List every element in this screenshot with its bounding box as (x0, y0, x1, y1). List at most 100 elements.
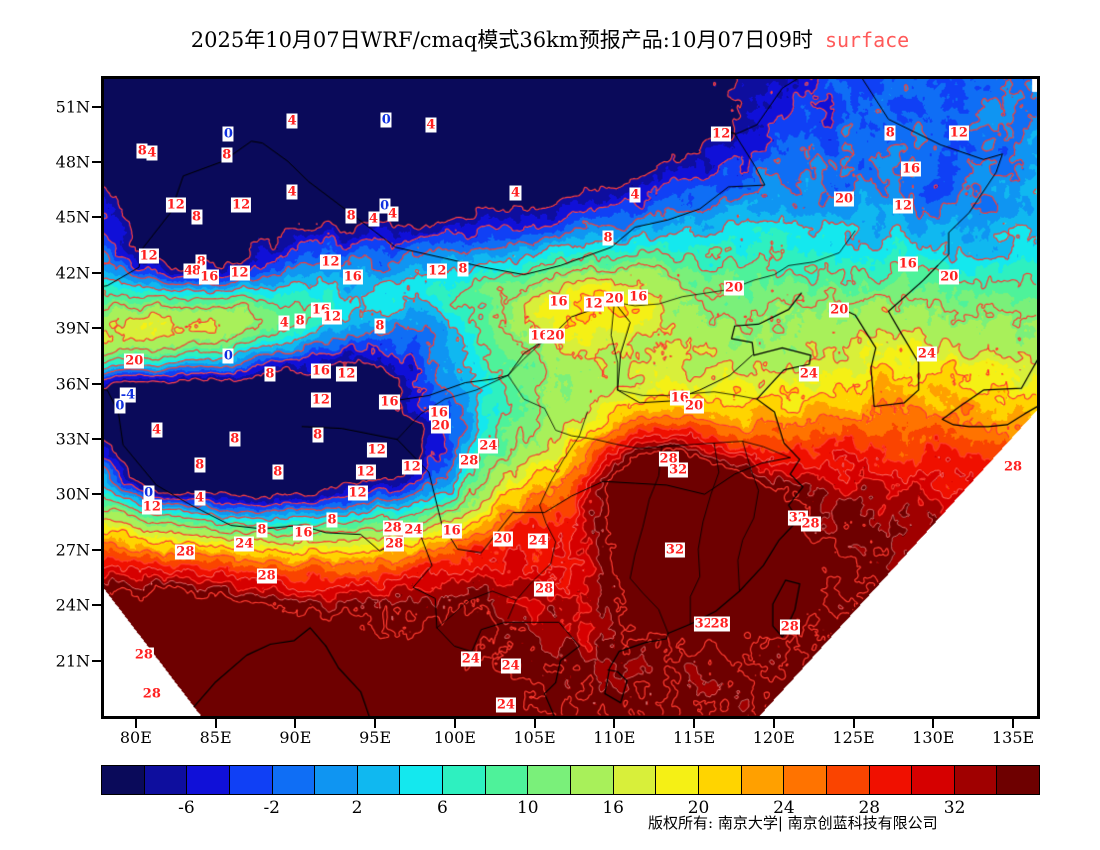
colorbar-tick-label: 32 (943, 798, 966, 818)
contour-label: 20 (939, 269, 960, 285)
contour-label: 16 (428, 405, 449, 421)
x-axis-tick (294, 719, 297, 728)
y-axis-tick-label: 42N (55, 263, 90, 283)
colorbar-segment-10 (528, 766, 572, 794)
colorbar-tick-label: 10 (516, 798, 539, 818)
title-main-text: 2025年10月07日WRF/cmaq模式36km预报产品:10月07日09时 (190, 28, 813, 52)
contour-label: 0 (379, 198, 391, 214)
contour-label: 4 (194, 490, 206, 506)
contour-label: 12 (366, 442, 387, 458)
contour-label: 16 (293, 525, 314, 541)
colorbar-segment-7 (400, 766, 444, 794)
colorbar-tick-label: -6 (178, 798, 195, 818)
contour-label: 20 (430, 418, 451, 434)
x-axis-tick-label: 115E (672, 728, 716, 747)
x-axis-tick-label: 110E (593, 728, 636, 747)
colorbar-segment-13 (656, 766, 699, 794)
x-axis-tick (214, 719, 217, 728)
colorbar-segment-5 (315, 766, 358, 794)
colorbar-tick-label: 24 (773, 798, 795, 818)
contour-label: 16 (900, 161, 922, 177)
y-axis-tick (92, 548, 101, 551)
y-axis-tick (92, 327, 101, 330)
contour-label: 8 (272, 464, 284, 480)
contour-label: 24 (798, 366, 819, 382)
y-axis-tick-label: 45N (55, 207, 90, 227)
contour-label: 0 (143, 485, 155, 501)
contour-label: 28 (175, 544, 196, 560)
y-axis-tick-label: 39N (55, 318, 90, 338)
contour-label: 20 (829, 302, 850, 318)
colorbar-segment-18 (869, 766, 913, 794)
contour-label: 4 (286, 113, 298, 129)
contour-label: 12 (231, 197, 252, 213)
contour-label: 4 (182, 263, 195, 279)
x-axis-tick (374, 719, 377, 728)
contour-label: 12 (948, 125, 969, 141)
colorbar-segment-14 (698, 766, 742, 794)
colorbar-segment-3 (229, 766, 273, 794)
contour-label: 28 (709, 616, 730, 632)
y-axis-tick-label: 24N (55, 595, 90, 615)
colorbar-segment-1 (144, 766, 188, 794)
contour-label: 16 (342, 269, 363, 285)
contour-label: 0 (380, 112, 392, 128)
y-axis-tick (92, 161, 101, 164)
contour-label: 12 (336, 366, 357, 382)
contour-label: 12 (320, 254, 341, 270)
contour-label: 16 (897, 256, 918, 272)
contour-label: 8 (190, 263, 203, 279)
contour-label: 24 (495, 697, 516, 713)
contour-label: 12 (711, 126, 732, 142)
contour-label: 12 (427, 263, 448, 279)
contour-label: 8 (221, 147, 233, 163)
contour-label: 28 (800, 516, 821, 532)
x-axis-tick-label: 95E (359, 728, 392, 747)
contour-label: 16 (529, 328, 550, 344)
contour-label: 12 (355, 464, 376, 480)
x-axis-tick (533, 719, 536, 728)
colorbar-segment-6 (357, 766, 401, 794)
contour-label: 24 (500, 658, 521, 674)
contour-label: 24 (527, 533, 548, 549)
y-axis-tick-label: 36N (55, 374, 90, 394)
contour-label: 28 (382, 520, 403, 536)
contour-label: 28 (256, 568, 277, 584)
contour-label: 8 (374, 318, 386, 334)
contour-label: 24 (478, 438, 499, 454)
y-axis-tick (92, 604, 101, 607)
y-axis-tick (92, 659, 101, 662)
contour-label: 16 (199, 269, 220, 285)
contour-label: 12 (310, 392, 331, 408)
contour-label: 8 (345, 208, 357, 224)
colorbar-segment-21 (997, 766, 1040, 794)
contour-label: 20 (124, 353, 145, 369)
contour-label: 20 (492, 531, 513, 547)
x-axis-tick-label: 80E (119, 728, 152, 747)
x-axis-tick-label: 120E (752, 728, 795, 747)
contour-label: 12 (165, 197, 186, 213)
contour-label: 20 (545, 328, 566, 344)
colorbar-segment-0 (102, 766, 145, 794)
contour-label: 8 (229, 431, 241, 447)
colorbar-segment-9 (485, 766, 529, 794)
contour-label: 8 (326, 512, 338, 528)
x-axis-tick-label: 135E (991, 728, 1035, 747)
contour-label: 12 (322, 309, 343, 325)
chart-title: 2025年10月07日WRF/cmaq模式36km预报产品:10月07日09时 s… (0, 24, 1100, 54)
colorbar-tick-label: 2 (351, 798, 363, 818)
colorbar-segment-19 (912, 766, 955, 794)
x-axis-tick (772, 719, 775, 728)
contour-label: 8 (884, 125, 896, 141)
contour-label: 28 (384, 536, 405, 552)
contour-label: 12 (347, 485, 368, 501)
y-axis-tick (92, 382, 101, 385)
contour-label: 20 (684, 398, 705, 414)
y-axis-tick (92, 105, 101, 108)
contour-label: 20 (723, 280, 745, 296)
contour-label: 12 (138, 248, 159, 264)
contour-label: 28 (141, 686, 162, 702)
contour-label: 0 (222, 126, 234, 142)
contour-label: 16 (548, 294, 569, 310)
contour-label: 20 (604, 291, 625, 307)
